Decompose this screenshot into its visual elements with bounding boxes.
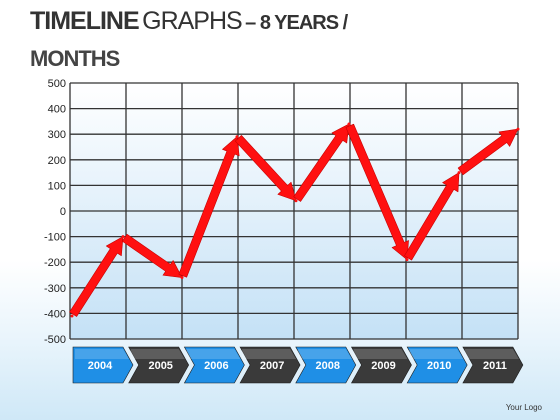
year-arrow-highlight [464, 349, 519, 359]
year-arrow-segment [72, 346, 134, 384]
grid [69, 82, 519, 340]
year-arrow-segment [406, 346, 468, 384]
year-arrow-highlight [130, 349, 185, 359]
y-tick-label: 200 [48, 155, 66, 167]
year-arrow-segment [462, 346, 524, 384]
y-tick-label: 100 [48, 180, 66, 192]
y-tick-label: -300 [44, 283, 66, 295]
y-tick-label: 400 [48, 104, 66, 116]
series-arrow-segment [234, 135, 297, 202]
y-tick-label: -100 [44, 232, 66, 244]
y-tick-label: 0 [60, 206, 66, 218]
y-axis-ticks: 500 400 300 200 100 0 -100 -200 -300 -400 -500 [44, 78, 66, 346]
series-arrow-segment [457, 128, 519, 176]
series-point [121, 235, 125, 239]
footer-logo-text: Your Logo [505, 403, 542, 412]
x-tick-label: 2007 [260, 360, 284, 372]
year-arrow-highlight [186, 349, 241, 359]
series-point [516, 127, 520, 131]
series-arrow-segment [121, 233, 183, 278]
title-part-timeline: TIMELINE [30, 7, 140, 35]
year-arrow-segment [295, 346, 357, 384]
x-tick-label: 2004 [88, 360, 113, 372]
y-tick-label: -400 [44, 308, 66, 320]
series-line [69, 122, 520, 318]
series-arrow-segment [404, 172, 460, 261]
year-arrow-segment [128, 346, 190, 384]
y-tick-label: 500 [48, 78, 66, 90]
x-tick-label: 2006 [204, 360, 228, 372]
title-part-graphs: GRAPHS [142, 7, 243, 35]
series-point [457, 171, 461, 175]
chart-title: TIMELINE GRAPHS – 8 YEARS / MONTHS [30, 4, 530, 76]
year-arrow-segment [239, 346, 301, 384]
series-point [347, 122, 351, 126]
series-point [405, 258, 409, 262]
series-arrow-segment [293, 123, 350, 202]
title-part-years: – 8 YEARS / [245, 12, 348, 34]
series-point [294, 199, 298, 203]
series-point [70, 314, 74, 318]
year-timeline: 2004 2005 2006 2007 2008 2009 2010 2011 [72, 346, 524, 384]
title-line-1: TIMELINE GRAPHS – 8 YEARS / [30, 4, 530, 42]
year-arrow-highlight [353, 349, 408, 359]
x-tick-label: 2008 [316, 360, 340, 372]
x-tick-label: 2009 [371, 360, 395, 372]
year-arrow-highlight [297, 349, 352, 359]
y-tick-label: -200 [44, 257, 66, 269]
year-arrow-segment [183, 346, 245, 384]
x-tick-label: 2010 [427, 360, 451, 372]
y-tick-label: -500 [44, 334, 66, 346]
series-point [180, 276, 184, 280]
x-tick-label: 2011 [483, 360, 507, 372]
year-arrow-highlight [409, 349, 464, 359]
year-arrow-segment [350, 346, 412, 384]
y-tick-label: 300 [48, 129, 66, 141]
year-arrow-highlight [242, 349, 297, 359]
title-line-2: MONTHS [30, 46, 120, 71]
series-arrow-segment [178, 136, 240, 278]
series-point [235, 135, 239, 139]
year-arrow-highlight [75, 349, 129, 359]
series-arrow-segment [69, 236, 124, 317]
x-tick-label: 2005 [148, 360, 172, 372]
